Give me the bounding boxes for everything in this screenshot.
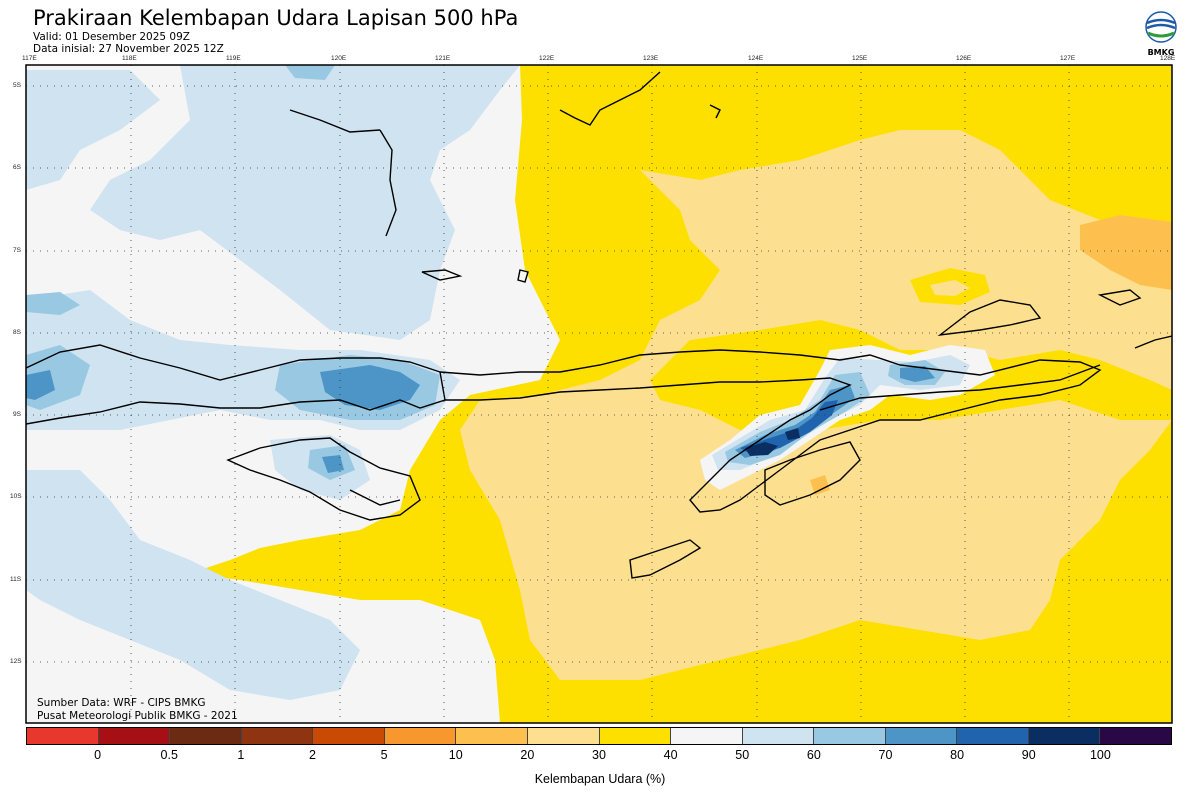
lon-label: 125E <box>852 55 868 62</box>
field-midblue-n <box>285 65 335 80</box>
colorbar-swatch <box>27 728 99 744</box>
colorbar-title: Kelembapan Udara (%) <box>534 772 666 786</box>
colorbar-swatch <box>170 728 242 744</box>
colorbar-swatch <box>599 728 672 744</box>
colorbar-label: 80 <box>950 748 965 762</box>
colorbar-label: 30 <box>592 748 606 762</box>
lon-label: 128E <box>1160 55 1176 62</box>
lon-label: 122E <box>539 55 555 62</box>
colorbar-swatch <box>313 728 385 744</box>
lon-label: 124E <box>748 55 764 62</box>
page-title: Prakiraan Kelembapan Udara Lapisan 500 h… <box>33 6 519 30</box>
colorbar <box>26 727 1172 745</box>
field-lightblue-sw <box>26 470 360 700</box>
lon-label: 120E <box>331 55 347 62</box>
colorbar-label: 10 <box>448 748 463 762</box>
colorbar-label: 5 <box>380 748 388 762</box>
initial-time: Data inisial: 27 November 2025 12Z <box>33 43 224 55</box>
colorbar-swatch <box>384 728 457 744</box>
colorbar-swatch <box>814 728 886 744</box>
valid-time: Valid: 01 Desember 2025 09Z <box>33 31 190 43</box>
colorbar-label: 20 <box>520 748 535 762</box>
field-blue-east2 <box>900 366 935 382</box>
lat-label: 6S <box>13 164 21 171</box>
colorbar-swatch <box>241 728 314 744</box>
field-navy-east2 <box>785 428 800 440</box>
colorbar-swatch <box>1028 728 1101 744</box>
colorbar-label: 60 <box>806 748 821 762</box>
source-data: Sumber Data: WRF - CIPS BMKG <box>37 697 206 709</box>
colorbar-swatch <box>456 728 528 744</box>
lon-label: 118E <box>122 55 137 62</box>
field-blue-lombok <box>320 365 420 410</box>
lat-label: 7S <box>13 247 21 254</box>
colorbar-swatch <box>527 728 600 744</box>
logo-text: BMKG <box>1148 48 1175 57</box>
bmkg-logo: BMKG <box>1143 9 1179 57</box>
graticule <box>26 65 1172 723</box>
lat-label: 5S <box>13 82 21 89</box>
colorbar-label: 2 <box>309 748 316 762</box>
colorbar-swatch <box>1100 728 1171 744</box>
colorbar-label: 100 <box>1089 748 1111 762</box>
colorbar-label: 40 <box>663 748 678 762</box>
lat-label: 8S <box>13 329 21 336</box>
colorbar-label: 70 <box>878 748 893 762</box>
lat-label: 9S <box>13 411 21 418</box>
lon-label: 126E <box>956 55 972 62</box>
lon-label: 127E <box>1060 55 1076 62</box>
field-darkblue-east <box>740 400 838 455</box>
colorbar-swatch <box>671 728 743 744</box>
lat-label: 10S <box>10 493 22 500</box>
colorbar-label: 0.5 <box>160 748 178 762</box>
colorbar-label: 0 <box>94 748 102 762</box>
colorbar-swatch <box>885 728 958 744</box>
lon-label: 117E <box>22 55 37 62</box>
field-blue-sumbawa <box>322 455 344 473</box>
field-navy-east <box>745 442 778 456</box>
colorbar-label: 1 <box>237 748 245 762</box>
field-midblue-nw <box>26 292 80 315</box>
field-orange-east <box>1080 215 1172 290</box>
colorbar-label: 90 <box>1021 748 1036 762</box>
lon-label: 119E <box>226 55 241 62</box>
field-orange-timor <box>810 475 830 495</box>
colorbar-label: 50 <box>735 748 750 762</box>
lat-label: 11S <box>10 576 22 583</box>
map-frame <box>25 64 1173 724</box>
coastlines <box>26 71 1172 579</box>
source-publisher: Pusat Meteorologi Publik BMKG - 2021 <box>37 710 238 722</box>
colorbar-swatch <box>742 728 815 744</box>
lat-label: 12S <box>10 658 22 665</box>
field-lightblue-n <box>90 65 520 340</box>
lon-label: 123E <box>643 55 659 62</box>
colorbar-swatch <box>957 728 1029 744</box>
colorbar-swatch <box>98 728 171 744</box>
field-blue-west <box>26 370 55 400</box>
field-lightyellow-inner <box>930 280 970 296</box>
lon-label: 121E <box>435 55 451 62</box>
field-lightblue-nw <box>26 70 160 190</box>
